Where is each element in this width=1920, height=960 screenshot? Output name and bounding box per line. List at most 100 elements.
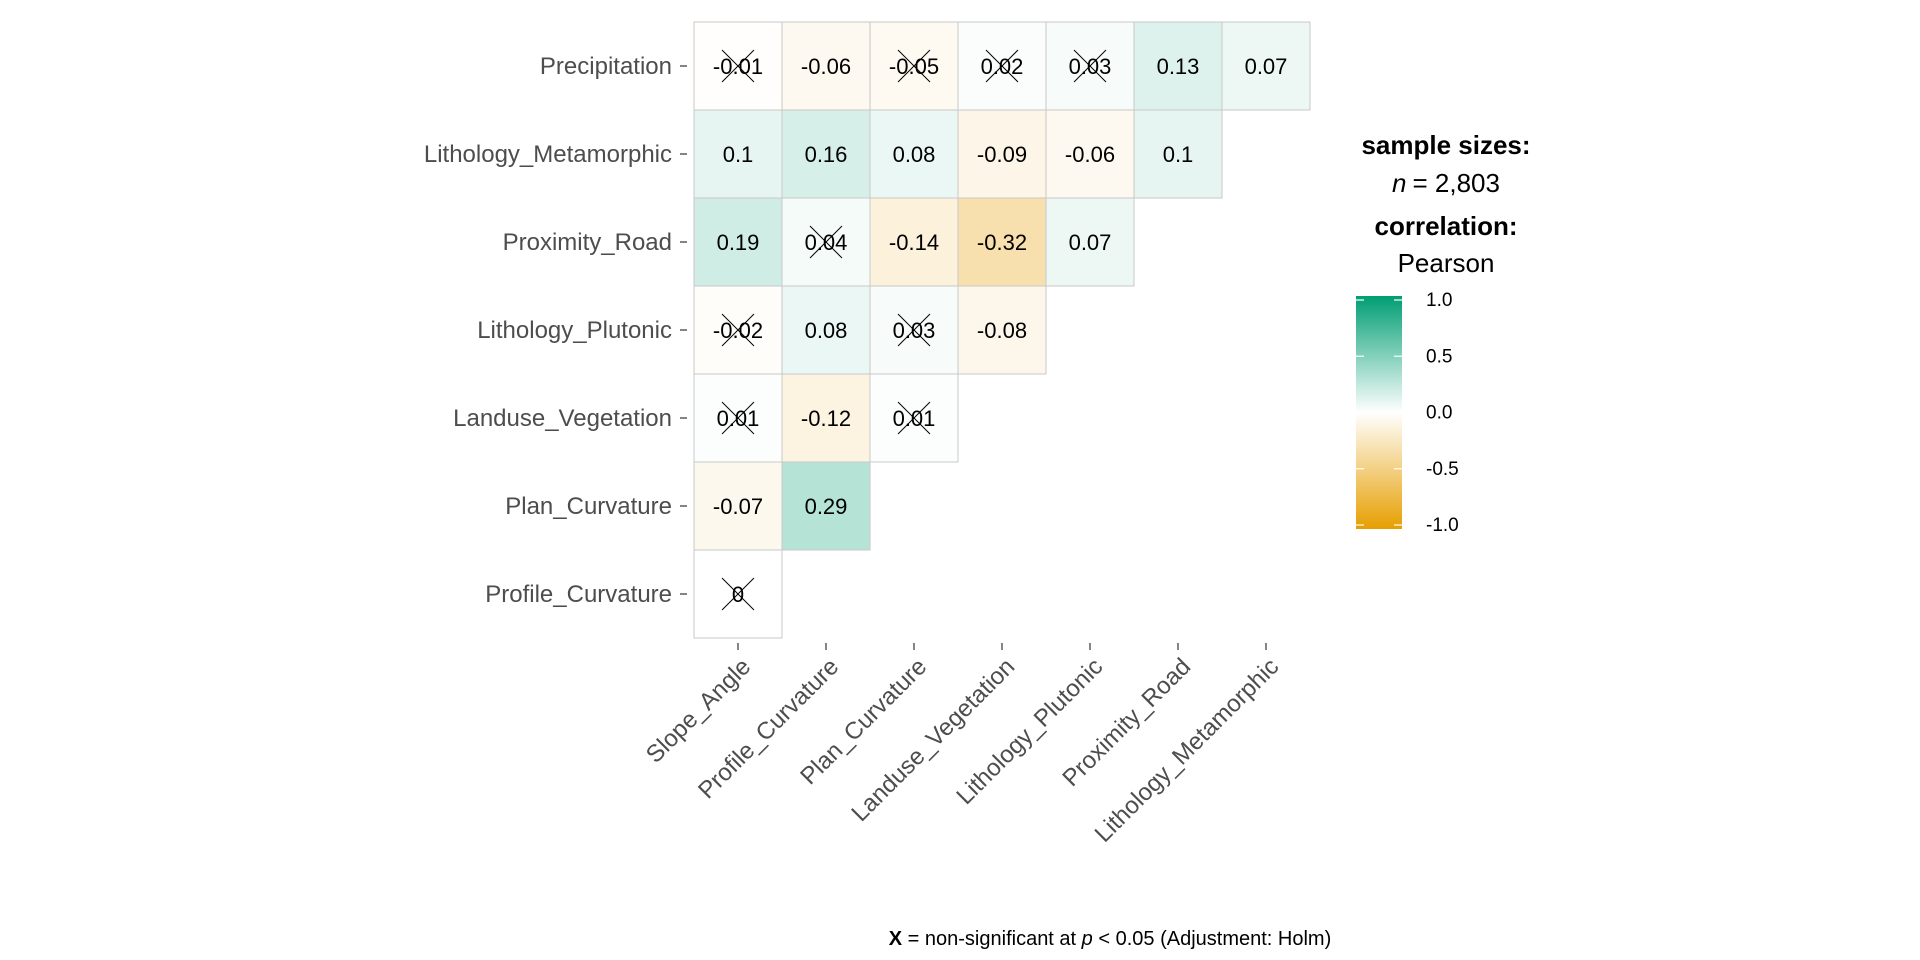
cell-lithology-plutonic-plan-curvature: 0.03 [869,285,959,375]
legend-sample-size: n = 2,803 [1392,168,1500,198]
cell-value-label: 0.1 [1163,142,1194,167]
legend-tick-label: 0.5 [1426,346,1452,367]
cell-value-label: -0.14 [889,230,939,255]
nonsignificant-cross [897,313,931,347]
legend-n-value: = 2,803 [1412,168,1499,198]
cell-proximity-road-plan-curvature: -0.14 [869,197,959,287]
nonsignificant-cross [809,225,843,259]
legend-tick-label: -1.0 [1426,515,1459,536]
cell-precipitation-plan-curvature: -0.05 [869,21,959,111]
cell-tile [1045,197,1135,287]
cell-tile [1045,109,1135,199]
cell-tile [781,461,871,551]
cell-tile [693,461,783,551]
cell-value-label: 0.07 [1245,54,1288,79]
heatmap-cells: -0.01-0.06-0.050.020.030.130.070.10.160.… [693,21,1311,639]
legend-corr-title: correlation: [1374,211,1517,241]
legend-tick-label: -0.5 [1426,459,1459,480]
cell-value-label: -0.06 [801,54,851,79]
cell-value-label: 0.19 [717,230,760,255]
nonsignificant-cross [1073,49,1107,83]
cell-value-label: -0.12 [801,406,851,431]
legend-tick-label: 0.0 [1426,403,1452,424]
cell-profile-curvature-slope-angle: 0 [693,549,783,639]
row-label-plan-curvature: Plan_Curvature [505,493,672,520]
cell-tile [781,285,871,375]
significance-caption: X = non-significant at p < 0.05 (Adjustm… [0,928,1920,951]
cell-value-label: 0.08 [805,318,848,343]
nonsignificant-cross [897,49,931,83]
column-label-lithology-metamorphic: Lithology_Metamorphic [1090,653,1285,848]
cell-precipitation-lithology-plutonic: 0.03 [1045,21,1135,111]
cell-tile [693,197,783,287]
cell-value-label: -0.09 [977,142,1027,167]
cell-plan-curvature-profile-curvature: 0.29 [781,461,871,551]
cell-lithology-metamorphic-lithology-plutonic: -0.06 [1045,109,1135,199]
cell-landuse-vegetation-profile-curvature: -0.12 [781,373,871,463]
cell-tile [869,373,959,463]
cell-tile [869,109,959,199]
cell-lithology-metamorphic-proximity-road: 0.1 [1133,109,1223,199]
row-label-lithology-metamorphic: Lithology_Metamorphic [424,141,672,168]
row-label-lithology-plutonic: Lithology_Plutonic [477,317,672,344]
cell-value-label: -0.07 [713,494,763,519]
cell-plan-curvature-slope-angle: -0.07 [693,461,783,551]
cell-lithology-metamorphic-profile-curvature: 0.16 [781,109,871,199]
cell-proximity-road-landuse-vegetation: -0.32 [957,197,1047,287]
legend-sample-title: sample sizes: [1361,130,1530,160]
correlation-matrix-chart: -0.01-0.06-0.050.020.030.130.070.10.160.… [424,21,1531,848]
cell-value-label: 0.08 [893,142,936,167]
cell-tile [781,373,871,463]
cell-value-label: 0.1 [723,142,754,167]
cell-value-label: 0.13 [1157,54,1200,79]
cell-proximity-road-slope-angle: 0.19 [693,197,783,287]
cell-landuse-vegetation-plan-curvature: 0.01 [869,373,959,463]
legend-ticks: 1.0 0.5 0.0 -0.5 -1.0 [1356,290,1459,536]
nonsignificant-cross [721,313,755,347]
row-label-landuse-vegetation: Landuse_Vegetation [453,405,672,432]
row-label-precipitation: Precipitation [540,53,672,80]
row-label-profile-curvature: Profile_Curvature [485,581,672,608]
cell-precipitation-proximity-road: 0.13 [1133,21,1223,111]
cell-value-label: -0.08 [977,318,1027,343]
nonsignificant-cross [721,577,755,611]
row-labels: Precipitation Lithology_Metamorphic Proxim… [424,53,687,608]
row-label-proximity-road: Proximity_Road [503,229,672,256]
cell-tile [1133,21,1223,111]
column-label-lithology-plutonic: Lithology_Plutonic [951,653,1108,810]
legend-n-symbol: n [1392,168,1406,198]
column-labels: Slope_AngleProfile_CurvaturePlan_Curvatu… [641,643,1284,848]
caption-marker: X [888,928,903,950]
cell-lithology-plutonic-slope-angle: -0.02 [693,285,783,375]
cell-value-label: -0.06 [1065,142,1115,167]
caption-text-b: < 0.05 (Adjustment: Holm) [1092,928,1332,950]
legend-tick-label: 1.0 [1426,290,1452,311]
cell-precipitation-profile-curvature: -0.06 [781,21,871,111]
caption-p: p [1081,928,1093,950]
cell-tile [957,197,1047,287]
cell-landuse-vegetation-slope-angle: 0.01 [693,373,783,463]
cell-proximity-road-lithology-plutonic: 0.07 [1045,197,1135,287]
cell-lithology-metamorphic-plan-curvature: 0.08 [869,109,959,199]
cell-proximity-road-profile-curvature: 0.04 [781,197,871,287]
cell-value-label: -0.32 [977,230,1027,255]
legend: sample sizes: n = 2,803 correlation: Pear… [1356,130,1531,536]
cell-tile [957,109,1047,199]
nonsignificant-cross [721,401,755,435]
cell-lithology-plutonic-landuse-vegetation: -0.08 [957,285,1047,375]
cell-precipitation-slope-angle: -0.01 [693,21,783,111]
cell-precipitation-lithology-metamorphic: 0.07 [1221,21,1311,111]
nonsignificant-cross [985,49,1019,83]
nonsignificant-cross [897,401,931,435]
legend-corr-method: Pearson [1398,248,1495,278]
cell-value-label: 0.16 [805,142,848,167]
cell-value-label: 0.29 [805,494,848,519]
cell-tile [693,109,783,199]
cell-lithology-metamorphic-landuse-vegetation: -0.09 [957,109,1047,199]
cell-lithology-plutonic-profile-curvature: 0.08 [781,285,871,375]
cell-value-label: 0.07 [1069,230,1112,255]
cell-tile [1133,109,1223,199]
cell-tile [1221,21,1311,111]
caption-text-a: = non-significant at [902,928,1082,950]
cell-tile [781,109,871,199]
